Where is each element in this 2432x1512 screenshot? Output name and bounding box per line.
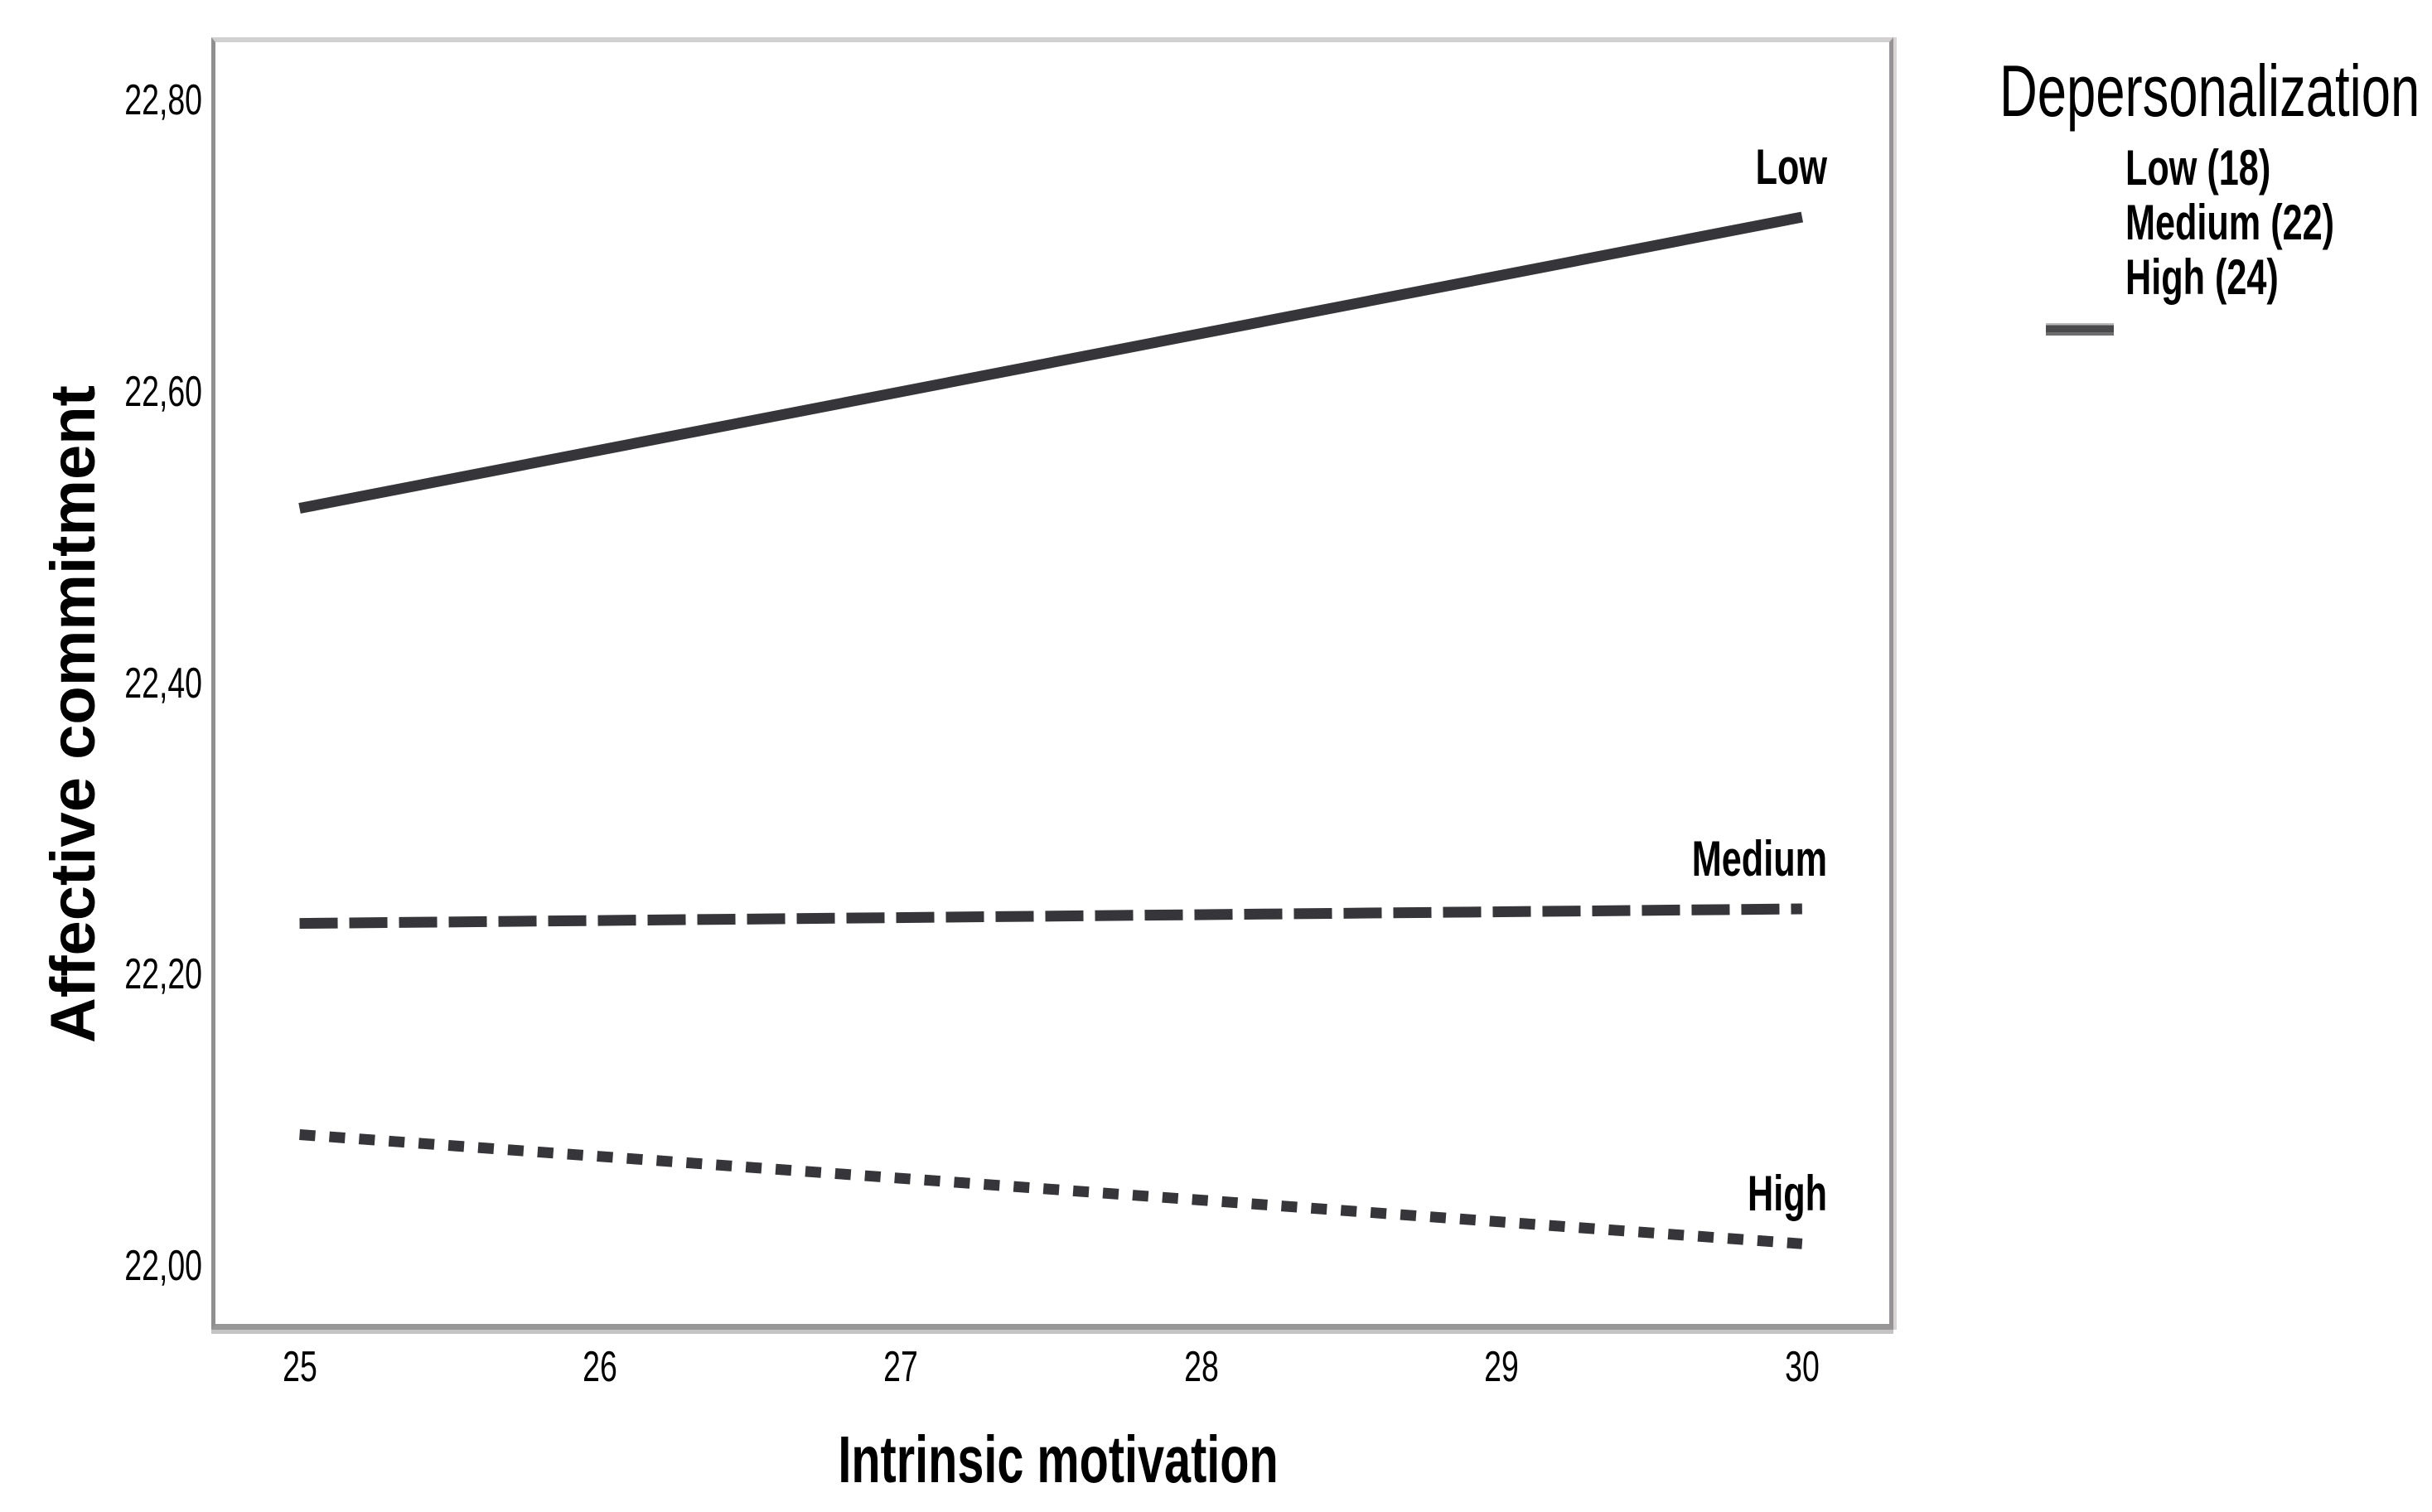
line-label-text: High — [1747, 1166, 1827, 1222]
legend-item-text: Medium (22) — [2125, 194, 2335, 250]
legend-item-text: High (24) — [2125, 249, 2279, 305]
line-label-high: High — [1717, 1169, 1827, 1219]
y-axis-title: Affective commitment — [38, 385, 109, 1043]
x-tick-label: 29 — [1477, 1345, 1525, 1389]
y-tick-text: 22,80 — [124, 76, 202, 125]
legend-title: Depersonalization — [1999, 48, 2432, 134]
x-tick-text: 29 — [1484, 1343, 1519, 1391]
line-label-text: Medium — [1691, 830, 1827, 886]
x-tick-label: 25 — [276, 1345, 324, 1389]
line-label-text: Low — [1755, 138, 1827, 195]
x-tick-text: 25 — [282, 1343, 317, 1391]
y-tick-label: 22,60 — [94, 370, 202, 413]
legend-line-swatch — [2046, 322, 2114, 336]
x-axis-title-text: Intrinsic motivation — [838, 1423, 1279, 1496]
legend-item: Low (18) — [2125, 139, 2432, 196]
x-tick-label: 27 — [877, 1345, 925, 1389]
x-tick-label: 26 — [576, 1345, 624, 1389]
legend: Depersonalization Low (18) Medium (22) Hig… — [1999, 48, 2432, 336]
y-tick-label: 22,20 — [94, 953, 202, 996]
line-label-medium: Medium — [1639, 830, 1827, 886]
x-tick-text: 26 — [583, 1343, 618, 1391]
plot-area-frame — [211, 37, 1893, 1330]
y-tick-text: 22,60 — [124, 367, 202, 416]
x-tick-label: 30 — [1778, 1345, 1826, 1389]
y-tick-text: 22,20 — [124, 950, 202, 999]
y-tick-text: 22,00 — [124, 1241, 202, 1290]
x-tick-text: 30 — [1785, 1343, 1820, 1391]
x-tick-text: 28 — [1183, 1343, 1219, 1391]
legend-item: High (24) — [2125, 249, 2432, 305]
y-tick-label: 22,40 — [94, 662, 202, 705]
x-axis-title: Intrinsic motivation — [752, 1427, 1364, 1493]
y-tick-label: 22,00 — [94, 1244, 202, 1287]
legend-title-text: Depersonalization — [1999, 50, 2420, 132]
y-tick-label: 22,80 — [94, 79, 202, 122]
x-tick-text: 27 — [883, 1343, 918, 1391]
legend-item-text: Low (18) — [2125, 139, 2271, 196]
x-tick-label: 28 — [1177, 1345, 1226, 1389]
y-axis-title-text: Affective commitment — [38, 385, 109, 1043]
y-tick-text: 22,40 — [124, 659, 202, 708]
legend-item-list: Low (18) Medium (22) High (24) — [2125, 139, 2432, 305]
line-label-low: Low — [1728, 138, 1827, 195]
legend-item: Medium (22) — [2125, 194, 2432, 250]
